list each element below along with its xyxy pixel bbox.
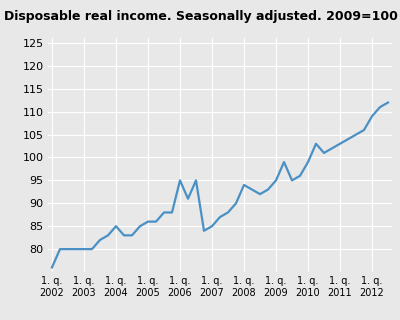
Text: Disposable real income. Seasonally adjusted. 2009=100: Disposable real income. Seasonally adjus… xyxy=(4,10,398,23)
